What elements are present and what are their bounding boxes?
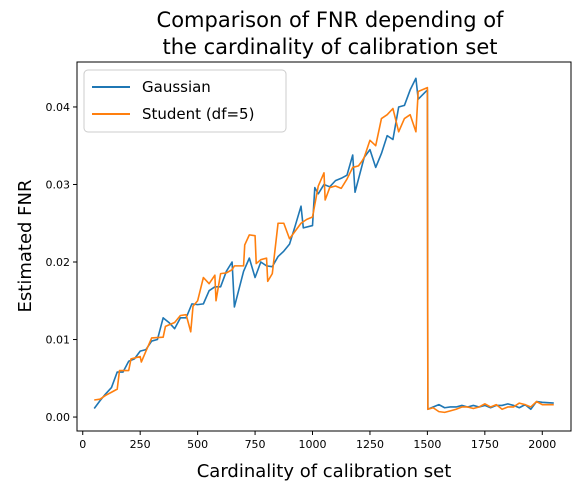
x-tick-label: 1750 bbox=[471, 438, 499, 451]
x-tick-label: 2000 bbox=[528, 438, 556, 451]
chart-title-line-2: the cardinality of calibration set bbox=[163, 35, 498, 59]
x-tick-label: 1000 bbox=[299, 438, 327, 451]
plot-frame bbox=[76, 61, 572, 432]
y-axis-title: Estimated FNR bbox=[15, 180, 36, 313]
x-tick-label: 1500 bbox=[413, 438, 441, 451]
x-tick-label: 500 bbox=[187, 438, 208, 451]
y-tick-label: 0.01 bbox=[46, 334, 71, 347]
x-axis-title: Cardinality of calibration set bbox=[197, 461, 452, 482]
legend-box bbox=[83, 69, 287, 133]
chart-title-line-1: Comparison of FNR depending of bbox=[157, 8, 505, 32]
series-line-gaussian bbox=[93, 77, 554, 411]
legend-label-gaussian: Gaussian bbox=[142, 78, 211, 96]
legend: Gaussian Student (df=5) bbox=[83, 69, 287, 133]
x-axis: 0 250 500 750 1000 1250 1500 1750 2000 bbox=[79, 431, 556, 451]
y-tick-label: 0.02 bbox=[46, 256, 71, 269]
x-tick-label: 250 bbox=[130, 438, 151, 451]
legend-label-student: Student (df=5) bbox=[142, 105, 254, 123]
y-tick-label: 0.03 bbox=[46, 178, 71, 191]
x-tick-label: 750 bbox=[245, 438, 266, 451]
x-tick-label: 0 bbox=[79, 438, 86, 451]
plot-area bbox=[93, 77, 554, 414]
y-tick-label: 0.00 bbox=[46, 411, 71, 424]
series-line-student bbox=[94, 86, 554, 414]
y-tick-label: 0.04 bbox=[46, 101, 71, 114]
y-axis: 0.00 0.01 0.02 0.03 0.04 bbox=[46, 101, 77, 424]
x-tick-label: 1250 bbox=[356, 438, 384, 451]
